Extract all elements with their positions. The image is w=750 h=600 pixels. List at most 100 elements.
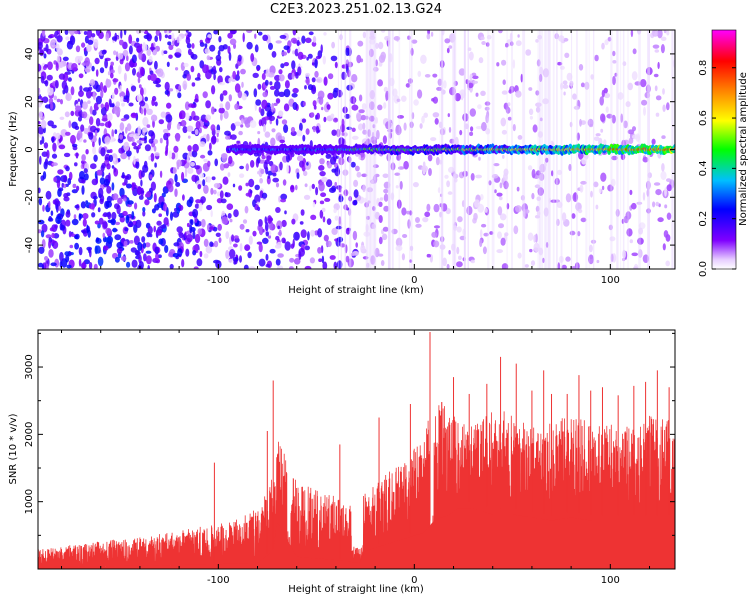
noise-cell: [192, 143, 199, 153]
noise-cell: [150, 152, 155, 162]
y-tick-label: 3000: [24, 354, 35, 379]
noise-cell: [174, 188, 178, 197]
noise-cell: [203, 184, 209, 194]
noise-cell: [264, 216, 268, 225]
noise-cell: [107, 112, 113, 122]
noise-cell: [662, 243, 666, 251]
noise-cell: [69, 244, 74, 249]
noise-cell: [355, 242, 359, 248]
noise-cell: [628, 137, 634, 144]
noise-cell: [84, 173, 89, 181]
noise-cell: [480, 36, 485, 40]
noise-cell: [276, 241, 282, 248]
noise-cell: [424, 74, 431, 78]
noise-cell: [433, 203, 440, 213]
noise-cell: [306, 162, 309, 166]
noise-cell: [38, 197, 43, 206]
noise-cell: [409, 210, 413, 216]
noise-cell: [307, 231, 310, 241]
noise-cell: [146, 124, 151, 128]
noise-cell: [158, 213, 162, 217]
noise-cell: [377, 79, 383, 87]
noise-cell: [205, 114, 211, 121]
noise-cell: [54, 198, 60, 206]
noise-cell: [38, 229, 43, 234]
noise-cell: [249, 190, 253, 194]
noise-cell: [161, 49, 165, 56]
noise-cell: [95, 245, 101, 254]
noise-cell: [310, 112, 315, 118]
noise-cell: [517, 135, 523, 140]
noise-cell: [147, 265, 150, 269]
noise-cell: [254, 194, 261, 204]
noise-cell: [536, 170, 541, 176]
noise-cell: [321, 176, 328, 183]
noise-cell: [520, 73, 523, 83]
noise-cell: [140, 179, 143, 187]
noise-cell: [93, 263, 98, 269]
noise-cell: [562, 84, 569, 89]
noise-cell: [200, 196, 206, 204]
noise-cell: [309, 257, 315, 264]
noise-cell: [323, 32, 327, 36]
noise-cell: [595, 204, 599, 210]
noise-cell: [131, 211, 135, 220]
noise-cell: [422, 217, 429, 223]
noise-cell: [306, 57, 309, 61]
noise-cell: [154, 60, 158, 70]
noise-cell: [92, 146, 97, 155]
noise-cell: [517, 252, 522, 259]
noise-cell: [144, 144, 151, 152]
noise-cell: [338, 137, 345, 146]
noise-cell: [104, 58, 108, 69]
noise-cell: [48, 249, 54, 258]
noise-cell: [527, 165, 533, 171]
noise-cell: [321, 255, 325, 264]
noise-cell: [629, 189, 633, 196]
noise-cell: [176, 123, 181, 130]
noise-cell: [237, 54, 242, 62]
noise-cell: [516, 186, 520, 192]
noise-cell: [631, 252, 638, 257]
noise-cell: [444, 38, 451, 44]
noise-cell: [558, 255, 564, 263]
noise-cell: [663, 230, 669, 238]
noise-cell: [386, 153, 392, 162]
noise-cell: [141, 43, 148, 52]
noise-cell: [338, 187, 342, 193]
noise-cell: [112, 78, 119, 83]
noise-cell: [642, 156, 649, 163]
noise-cell: [103, 212, 108, 218]
noise-cell: [210, 124, 216, 132]
noise-cell: [70, 35, 76, 46]
noise-cell: [130, 247, 137, 253]
noise-cell: [330, 156, 337, 165]
noise-cell: [234, 121, 241, 127]
noise-cell: [233, 235, 239, 239]
noise-cell: [38, 246, 45, 254]
noise-cell: [203, 253, 209, 259]
noise-cell: [371, 179, 374, 184]
noise-cell: [75, 45, 81, 53]
noise-cell: [229, 249, 236, 259]
noise-cell: [257, 156, 261, 164]
noise-cell: [357, 123, 364, 131]
noise-cell: [655, 189, 662, 196]
noise-cell: [105, 32, 110, 42]
noise-cell: [652, 30, 659, 37]
noise-cell: [104, 136, 111, 145]
noise-cell: [38, 111, 43, 119]
noise-cell: [186, 43, 192, 49]
x-tick-label: -100: [207, 575, 230, 586]
noise-cell: [551, 170, 554, 177]
noise-cell: [145, 255, 152, 265]
noise-cell: [292, 87, 299, 94]
noise-cell: [140, 87, 144, 97]
noise-cell: [291, 218, 296, 225]
noise-cell: [236, 140, 240, 144]
noise-cell: [407, 78, 413, 84]
noise-cell: [539, 66, 544, 76]
noise-cell: [317, 90, 325, 100]
noise-cell: [191, 174, 198, 182]
noise-cell: [475, 126, 483, 130]
